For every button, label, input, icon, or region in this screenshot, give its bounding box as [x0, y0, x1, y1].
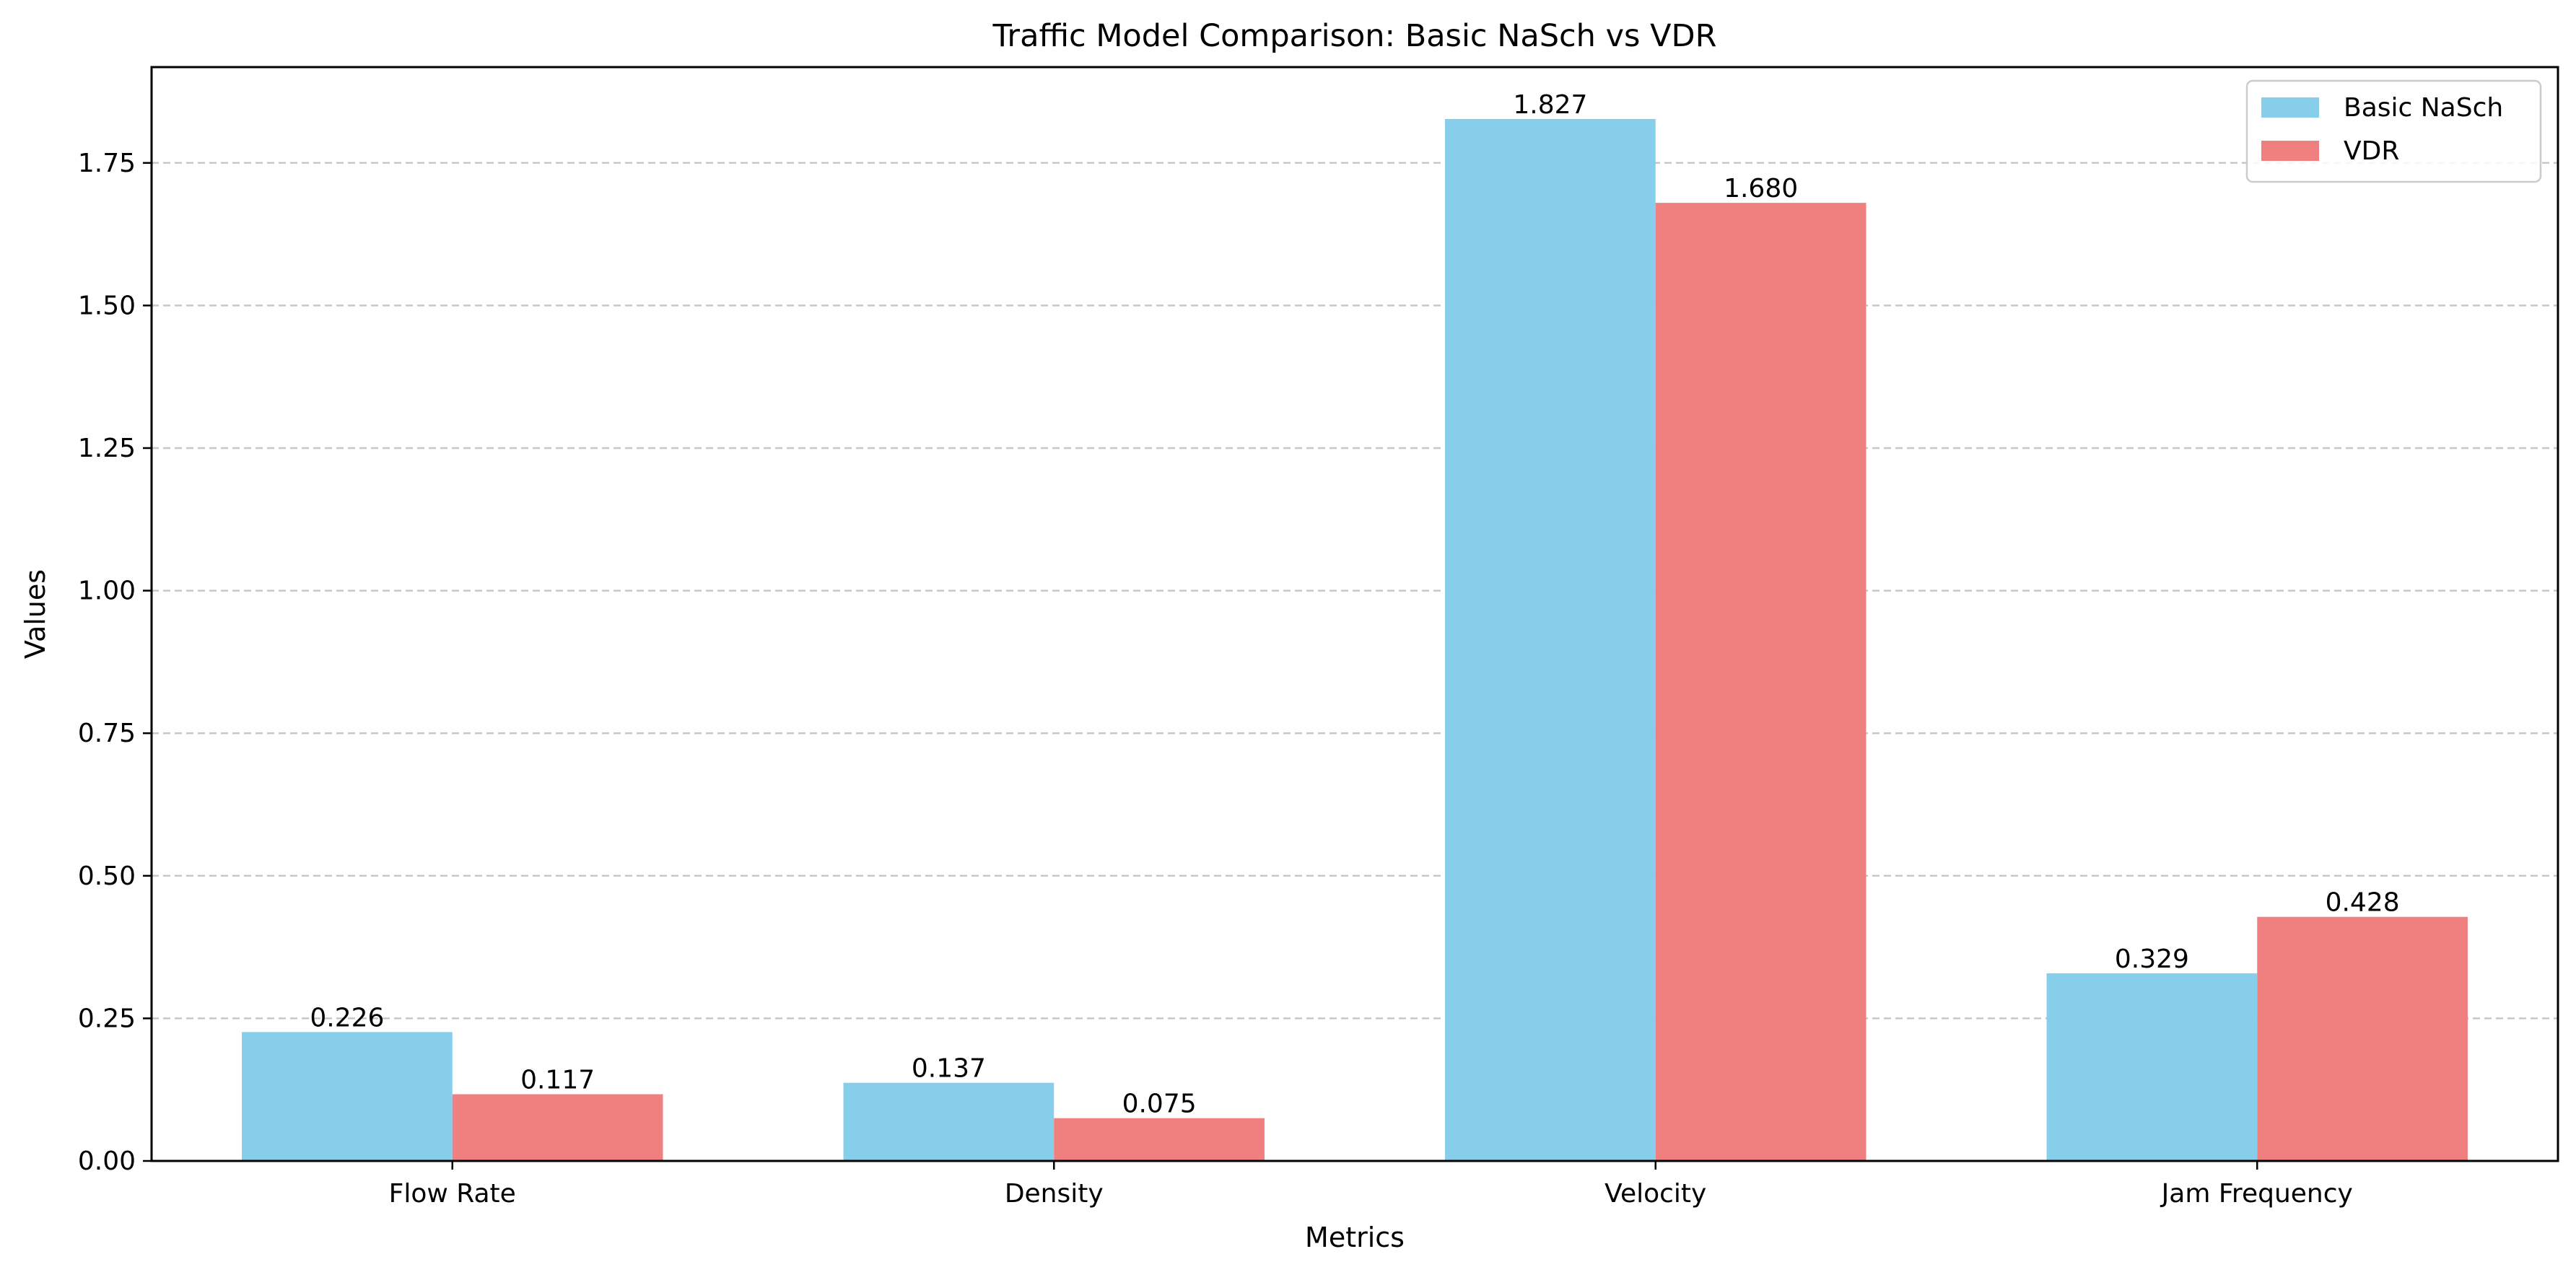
bar-basic-nasch — [2046, 973, 2258, 1161]
y-tick-label: 1.75 — [78, 149, 136, 178]
bar-value-label: 1.827 — [1513, 90, 1587, 120]
bar-vdr — [452, 1094, 663, 1161]
plot-frame — [150, 66, 2559, 1162]
legend-swatch — [2261, 141, 2319, 161]
y-axis: 0.00 0.25 0.50 0.75 1.00 1.25 1.50 1.75 — [78, 149, 152, 1176]
y-tick-label: 1.50 — [78, 291, 136, 320]
y-tick-label: 0.75 — [78, 719, 136, 748]
bar-basic-nasch — [843, 1082, 1055, 1161]
y-tick-label: 0.50 — [78, 862, 136, 891]
bars-layer — [242, 118, 2468, 1161]
legend-label: Basic NaSch — [2344, 93, 2503, 123]
legend-box — [2245, 79, 2542, 183]
bar-vdr — [1054, 1118, 1265, 1161]
bar-value-label: 0.226 — [310, 1003, 384, 1033]
y-tick-label: 0.00 — [78, 1147, 136, 1176]
y-tick-label: 1.25 — [78, 434, 136, 463]
x-tick-label: Velocity — [1604, 1179, 1706, 1209]
y-tick-label: 1.00 — [78, 577, 136, 606]
chart-title: Traffic Model Comparison: Basic NaSch vs… — [992, 18, 1716, 54]
x-tick-label: Jam Frequency — [2160, 1179, 2353, 1209]
bar-value-label: 0.117 — [520, 1066, 595, 1095]
bar-vdr — [1655, 203, 1866, 1161]
bar-value-label: 0.075 — [1122, 1090, 1197, 1119]
x-tick-label: Density — [1005, 1179, 1104, 1209]
bar-value-label: 0.428 — [2326, 888, 2400, 918]
x-tick-label: Flow Rate — [389, 1179, 516, 1209]
bar-value-label: 0.137 — [912, 1054, 986, 1084]
legend-swatch — [2261, 97, 2319, 118]
bar-basic-nasch — [1445, 118, 1656, 1161]
data-labels-layer: 0.226 0.117 0.137 0.075 1.827 1.680 0.329 0.428 — [310, 90, 2399, 1119]
y-axis-label: Values — [19, 569, 51, 659]
grid-layer — [152, 162, 2558, 1020]
legend-label: VDR — [2344, 136, 2399, 166]
x-axis-label: Metrics — [1305, 1222, 1405, 1253]
bar-vdr — [2257, 916, 2468, 1161]
y-tick-label: 0.25 — [78, 1004, 136, 1033]
legend: Basic NaSch VDR — [2245, 79, 2542, 183]
bar-value-label: 1.680 — [1724, 174, 1798, 203]
x-axis: Flow Rate Density Velocity Jam Frequency — [389, 1161, 2353, 1209]
bar-basic-nasch — [242, 1032, 453, 1161]
bar-value-label: 0.329 — [2115, 944, 2189, 974]
